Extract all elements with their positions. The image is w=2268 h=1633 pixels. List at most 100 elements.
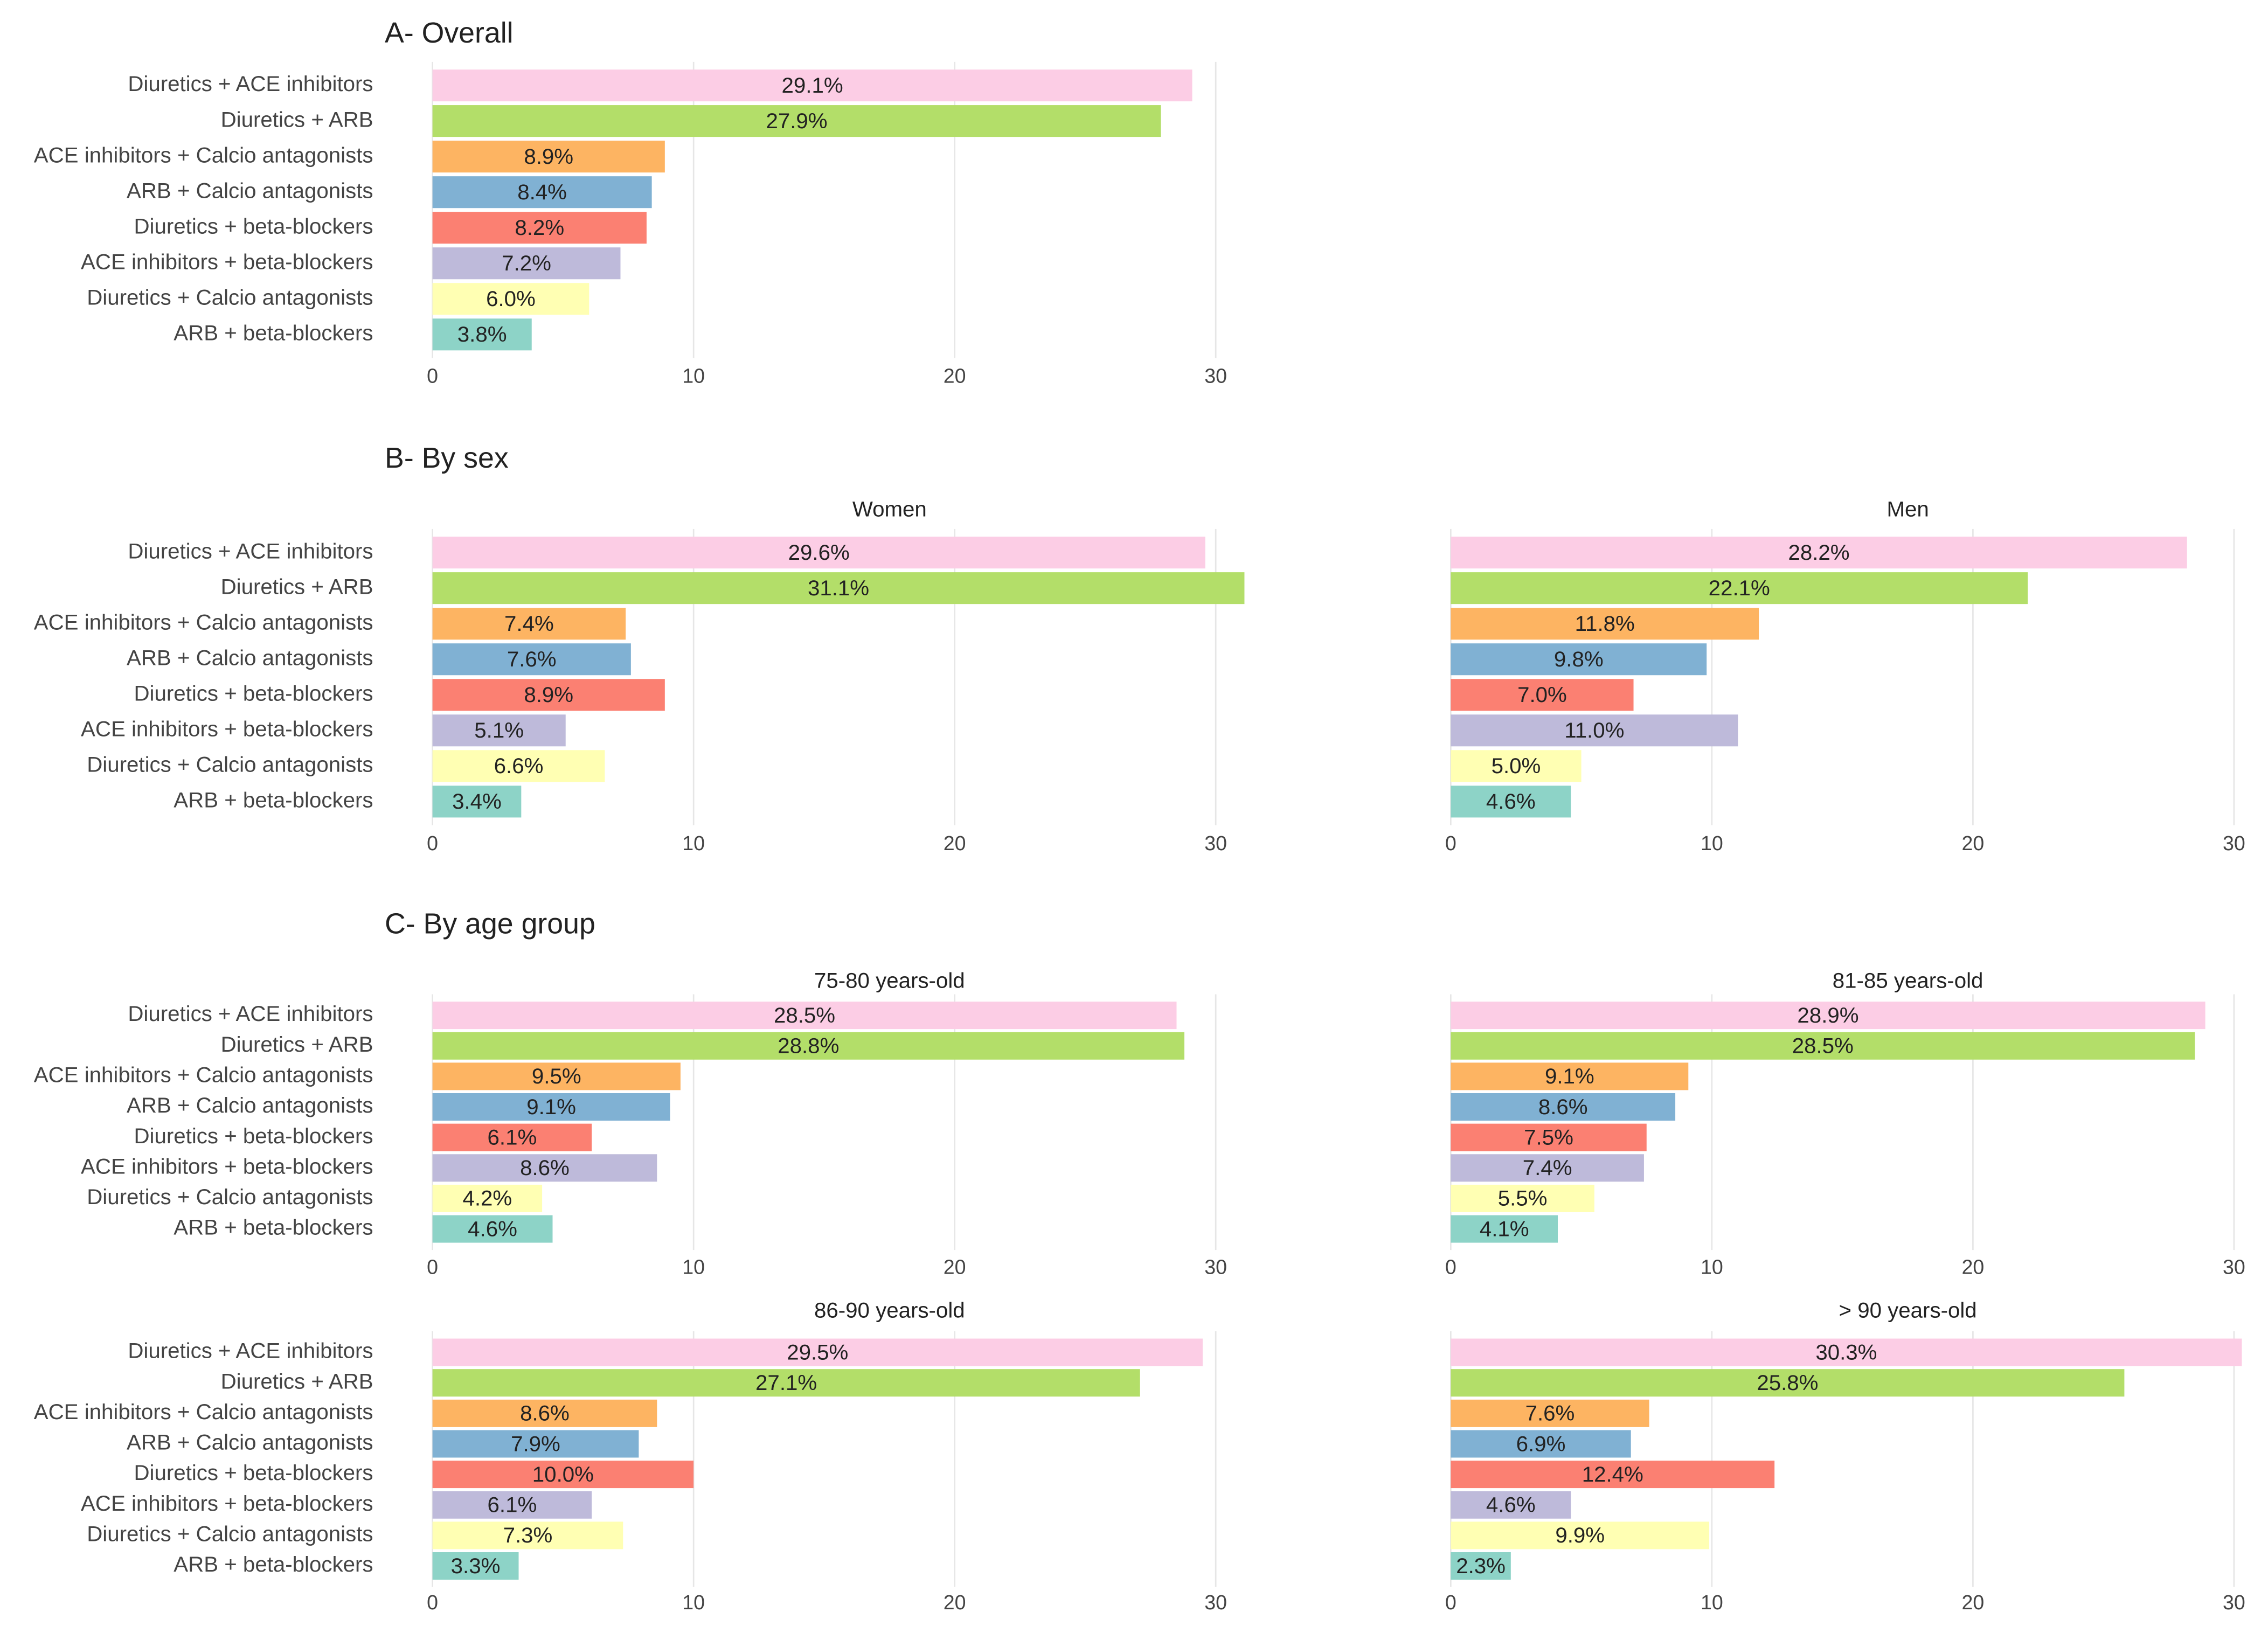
bar bbox=[432, 318, 532, 351]
value-label: 28.2% bbox=[1788, 540, 1849, 565]
category-label: Diuretics + beta-blockers bbox=[134, 1461, 373, 1485]
category-label: ACE inhibitors + beta-blockers bbox=[81, 717, 373, 741]
bar bbox=[1451, 1461, 1775, 1489]
bar bbox=[1451, 572, 2028, 604]
section-title: A- Overall bbox=[385, 17, 514, 49]
bar bbox=[432, 141, 665, 173]
bar bbox=[432, 1399, 657, 1427]
x-tick-label: 20 bbox=[1961, 832, 1984, 854]
bar bbox=[1451, 1184, 1594, 1212]
category-label: Diuretics + beta-blockers bbox=[134, 681, 373, 705]
bar bbox=[432, 1521, 623, 1549]
bar bbox=[1451, 1552, 1511, 1580]
x-tick-label: 30 bbox=[2223, 832, 2245, 854]
value-label: 10.0% bbox=[532, 1462, 594, 1486]
value-label: 30.3% bbox=[1815, 1340, 1877, 1364]
x-tick-label: 0 bbox=[427, 365, 438, 387]
bar bbox=[432, 714, 566, 747]
bar bbox=[1451, 1399, 1649, 1427]
category-label: ARB + Calcio antagonists bbox=[127, 645, 373, 670]
value-label: 28.5% bbox=[1792, 1034, 1854, 1058]
panel-title: 75-80 years-old bbox=[814, 968, 965, 992]
bar bbox=[432, 1552, 519, 1580]
bar bbox=[1451, 1123, 1647, 1151]
value-label: 22.1% bbox=[1709, 576, 1770, 600]
value-label: 11.8% bbox=[1575, 611, 1635, 636]
bar bbox=[1451, 1032, 2195, 1060]
bar bbox=[1451, 750, 1582, 782]
value-label: 3.8% bbox=[457, 322, 507, 346]
x-tick-label: 20 bbox=[944, 1255, 966, 1278]
bar bbox=[432, 643, 631, 676]
section-title: B- By sex bbox=[385, 442, 509, 474]
category-label: Diuretics + Calcio antagonists bbox=[87, 1522, 373, 1546]
bar bbox=[432, 1461, 694, 1489]
bar bbox=[432, 1093, 670, 1121]
bar bbox=[432, 1123, 592, 1151]
bar bbox=[432, 1184, 543, 1212]
value-label: 5.1% bbox=[474, 718, 524, 742]
x-tick-label: 30 bbox=[1204, 365, 1227, 387]
value-label: 6.1% bbox=[488, 1125, 537, 1149]
category-label: ACE inhibitors + beta-blockers bbox=[81, 1491, 373, 1516]
bar bbox=[1451, 537, 2187, 569]
bar bbox=[432, 1062, 681, 1090]
value-label: 2.3% bbox=[1456, 1554, 1506, 1578]
value-label: 5.0% bbox=[1492, 754, 1541, 778]
bar bbox=[432, 537, 1205, 569]
category-label: Diuretics + Calcio antagonists bbox=[87, 752, 373, 776]
value-label: 7.4% bbox=[1523, 1156, 1572, 1180]
value-label: 8.6% bbox=[1538, 1095, 1588, 1119]
bar bbox=[432, 786, 522, 818]
value-label: 8.6% bbox=[520, 1156, 570, 1180]
bar bbox=[1451, 643, 1707, 676]
x-tick-label: 0 bbox=[1445, 1591, 1456, 1614]
bar bbox=[432, 1430, 639, 1458]
value-label: 7.6% bbox=[1525, 1401, 1575, 1426]
x-tick-label: 30 bbox=[2223, 1255, 2245, 1278]
bar bbox=[432, 572, 1245, 604]
category-label: Diuretics + ACE inhibitors bbox=[128, 1339, 373, 1363]
value-label: 9.5% bbox=[532, 1064, 581, 1088]
x-tick-label: 10 bbox=[1701, 832, 1723, 854]
value-label: 4.2% bbox=[462, 1186, 512, 1211]
value-label: 6.9% bbox=[1516, 1432, 1566, 1456]
value-label: 4.6% bbox=[468, 1217, 517, 1241]
x-tick-label: 0 bbox=[427, 1591, 438, 1614]
panel-title: Women bbox=[852, 497, 927, 521]
category-label: ARB + beta-blockers bbox=[174, 1552, 373, 1576]
value-label: 9.9% bbox=[1555, 1523, 1605, 1547]
x-tick-label: 20 bbox=[944, 365, 966, 387]
panel-title: 81-85 years-old bbox=[1833, 968, 1983, 992]
bar bbox=[432, 105, 1161, 137]
bar bbox=[432, 1002, 1177, 1030]
bar bbox=[1451, 608, 1759, 640]
value-label: 7.3% bbox=[503, 1523, 553, 1547]
category-label: ACE inhibitors + beta-blockers bbox=[81, 249, 373, 274]
value-label: 8.2% bbox=[515, 216, 564, 240]
x-tick-label: 30 bbox=[2223, 1591, 2245, 1614]
value-label: 8.4% bbox=[517, 180, 567, 204]
value-label: 3.3% bbox=[451, 1554, 501, 1578]
value-label: 27.1% bbox=[755, 1371, 817, 1395]
category-label: ARB + Calcio antagonists bbox=[127, 178, 373, 203]
x-tick-label: 0 bbox=[427, 1255, 438, 1278]
category-label: Diuretics + beta-blockers bbox=[134, 1124, 373, 1148]
panel-title: > 90 years-old bbox=[1839, 1298, 1977, 1323]
value-label: 4.1% bbox=[1480, 1217, 1529, 1241]
bar bbox=[432, 750, 605, 782]
value-label: 6.1% bbox=[488, 1493, 537, 1517]
x-tick-label: 10 bbox=[682, 365, 705, 387]
value-label: 27.9% bbox=[766, 109, 827, 133]
bar bbox=[1451, 1369, 2125, 1397]
category-label: Diuretics + ACE inhibitors bbox=[128, 72, 373, 96]
bar bbox=[432, 176, 652, 209]
value-label: 9.1% bbox=[526, 1095, 576, 1119]
x-tick-label: 20 bbox=[944, 1591, 966, 1614]
bar bbox=[432, 1338, 1203, 1366]
panel-title: 86-90 years-old bbox=[814, 1298, 965, 1323]
category-label: ACE inhibitors + Calcio antagonists bbox=[34, 143, 373, 167]
x-tick-label: 10 bbox=[682, 1255, 705, 1278]
value-label: 7.6% bbox=[507, 647, 557, 671]
value-label: 7.4% bbox=[504, 611, 554, 636]
